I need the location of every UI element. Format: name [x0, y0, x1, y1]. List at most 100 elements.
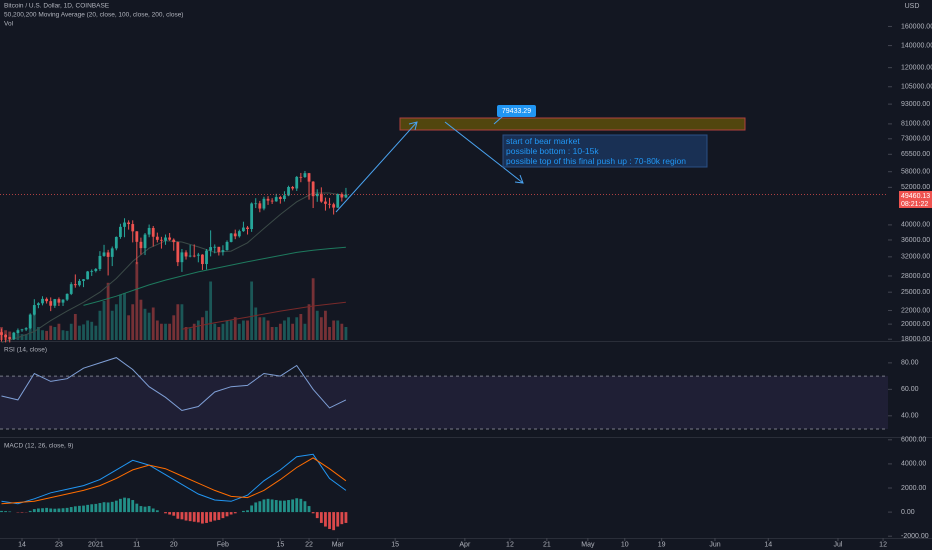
x-tick-label: 12 [879, 541, 887, 548]
histogram-bar [53, 508, 57, 513]
volume-bar [24, 334, 28, 340]
candle-body [246, 227, 249, 229]
volume-bar [37, 327, 40, 340]
x-tick-label: 2021 [88, 541, 104, 548]
candle-body [127, 222, 131, 225]
arrow-up[interactable] [335, 121, 418, 213]
candle-body [299, 176, 303, 178]
candle-body [114, 236, 118, 249]
histogram-bar [123, 497, 126, 513]
candle-body [110, 248, 114, 257]
volume-bar [151, 307, 155, 340]
candle-body [237, 231, 241, 237]
candle-body [78, 280, 81, 286]
histogram-bar [184, 512, 188, 521]
candle-body [328, 203, 331, 205]
y-tick-label: 18000.00 [901, 336, 930, 343]
candle-body [86, 271, 90, 280]
target-zone[interactable] [399, 117, 746, 131]
candle-body [270, 200, 274, 202]
volume-bar [217, 327, 221, 340]
histogram-bar [332, 512, 336, 531]
candle-body [32, 305, 36, 315]
volume-bar [188, 328, 192, 340]
candle-body [295, 176, 299, 189]
candle-body [102, 252, 106, 256]
histogram-bar [336, 512, 340, 527]
candle-body [184, 252, 188, 257]
candle-body [131, 224, 135, 232]
volume-bar [250, 281, 254, 340]
histogram-bar [319, 512, 323, 523]
volume-bar [274, 327, 278, 340]
candle-body [73, 284, 77, 286]
candle-body [340, 194, 344, 198]
candle-body [315, 193, 319, 197]
volume-bar [270, 327, 274, 340]
volume-bar [28, 323, 32, 340]
volume-bar [254, 307, 258, 340]
price-label: 79433.29 [502, 108, 531, 115]
candle-body [82, 279, 85, 281]
volume-bar [299, 314, 303, 340]
arrow-head [514, 174, 524, 184]
volume-bar [340, 323, 344, 340]
histogram-bar [192, 512, 196, 522]
volume-bar [184, 327, 188, 340]
histogram-bar [119, 498, 122, 513]
histogram-bar [0, 510, 3, 513]
candle-body [324, 201, 327, 204]
volume-bar [8, 331, 12, 340]
histogram-bar [324, 512, 327, 527]
volume-bar [205, 310, 208, 340]
candle-body [287, 187, 290, 196]
moving-average [83, 246, 346, 306]
volume-bar [45, 330, 49, 340]
histogram-bar [106, 502, 110, 513]
histogram-bar [283, 500, 286, 513]
y-tick-label: 0.00 [901, 509, 915, 516]
volume-bar [69, 323, 73, 340]
histogram-bar [90, 504, 94, 513]
histogram-bar [86, 504, 90, 513]
candle-body [90, 270, 94, 272]
volume-bar [246, 320, 249, 340]
volume-bar [233, 317, 237, 340]
note-line: possible bottom : 10-15k [506, 146, 599, 156]
x-tick-label: 15 [391, 541, 399, 548]
arrow-down[interactable] [444, 121, 524, 184]
candle-body [209, 247, 213, 251]
volume-bar [229, 320, 233, 340]
note-box[interactable] [502, 134, 708, 168]
histogram-bar [225, 512, 229, 517]
x-tick-label: 22 [305, 541, 313, 548]
x-tick-label: Feb [217, 541, 229, 548]
histogram-bar [196, 512, 200, 523]
volume-bar [86, 320, 90, 340]
candle-body [217, 246, 221, 252]
histogram-bar [41, 508, 44, 513]
histogram-bar [217, 512, 221, 520]
candle-body [45, 298, 49, 302]
volume-bar [213, 323, 217, 340]
histogram-bar [102, 502, 106, 513]
histogram-bar [28, 510, 32, 513]
candle-body [242, 227, 245, 232]
candle-body [196, 254, 200, 256]
histogram-bar [78, 505, 81, 513]
volume-bar [168, 323, 172, 340]
volume-bar [258, 317, 262, 340]
volume-bar [90, 321, 94, 340]
y-tick-label: 22000.00 [901, 307, 930, 314]
volume-bar [315, 310, 319, 340]
macd-line [1, 453, 347, 505]
histogram-bar [65, 507, 69, 513]
histogram-bar [344, 512, 348, 523]
candle-body [283, 195, 286, 200]
volume-bar [53, 327, 57, 340]
volume-bar [278, 323, 282, 340]
histogram-bar [205, 512, 208, 523]
volume-bar [123, 293, 126, 340]
histogram-bar [147, 506, 151, 513]
